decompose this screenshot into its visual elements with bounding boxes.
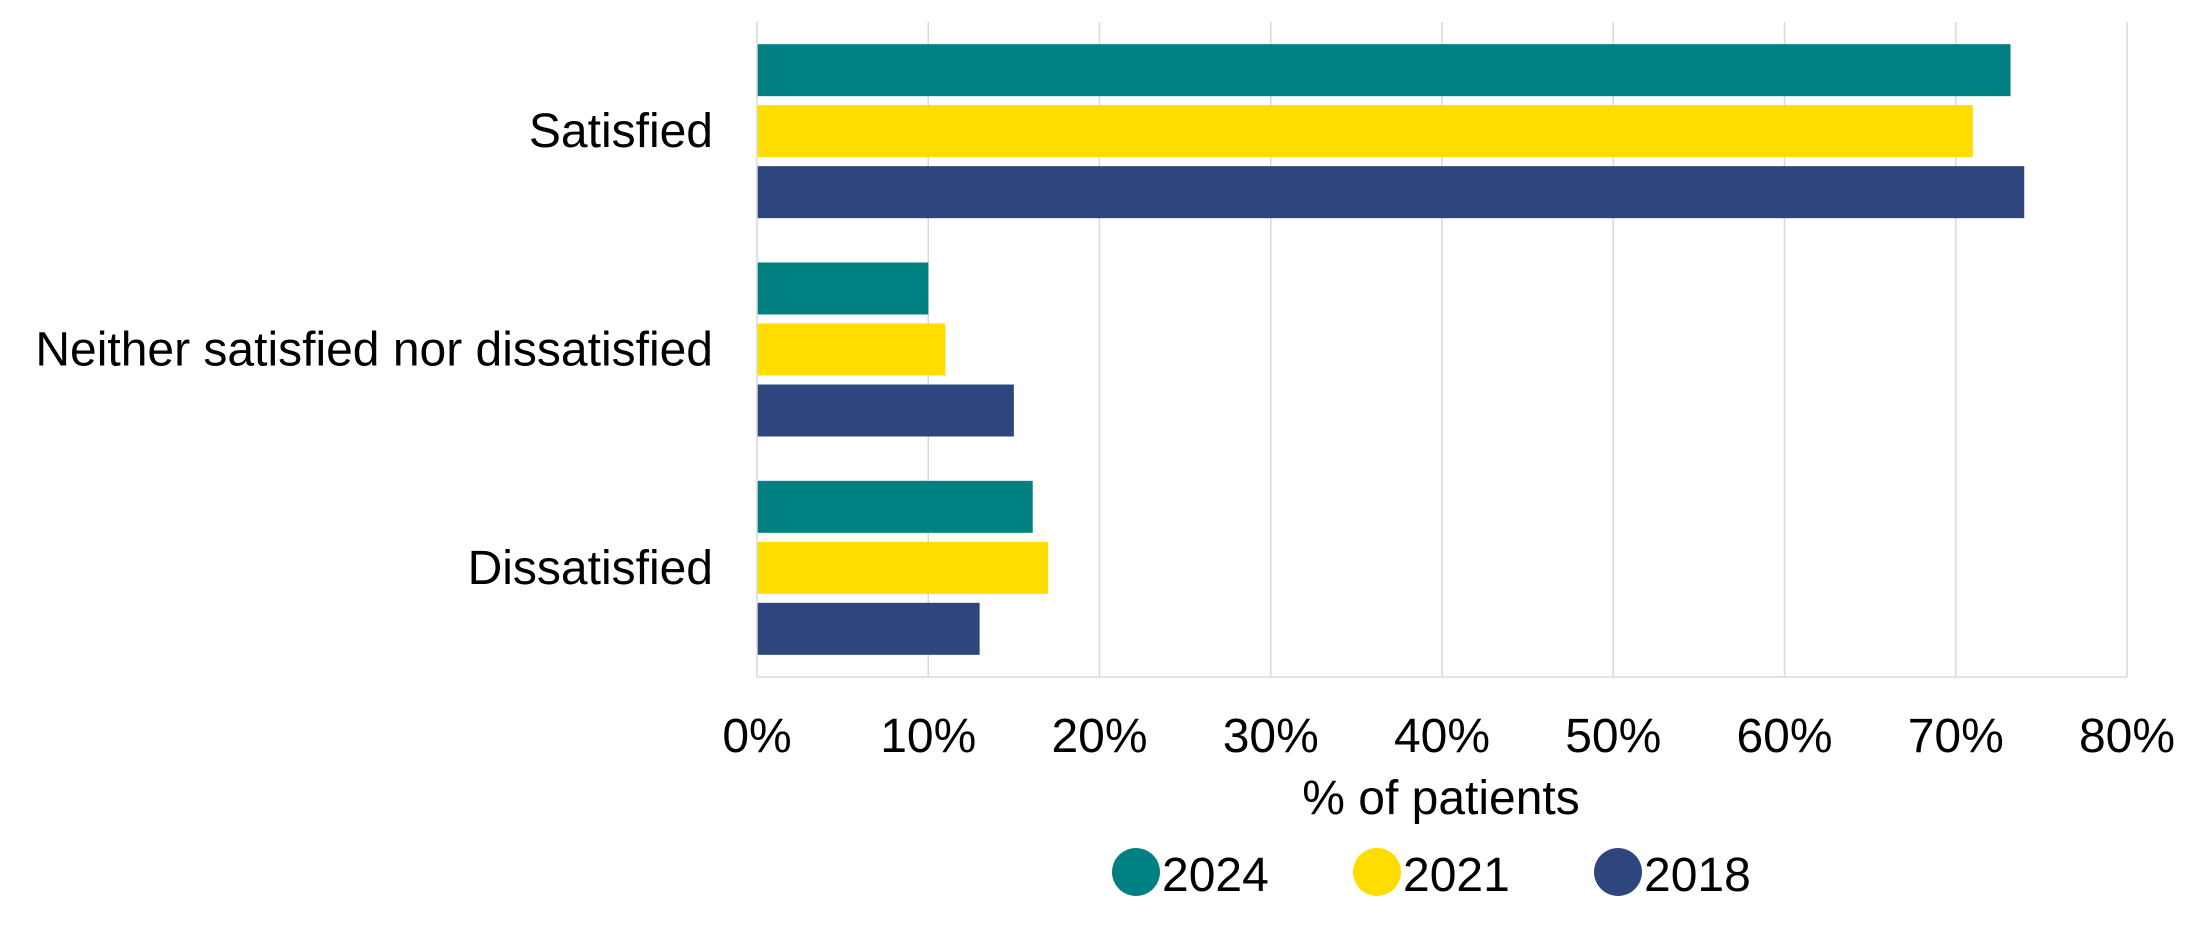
x-tick-label: 70% <box>1908 710 2004 763</box>
bar-2024-dissatisfied <box>757 480 1033 533</box>
x-tick-label: 0% <box>722 710 791 763</box>
x-tick-label: 30% <box>1223 710 1319 763</box>
x-tick-label: 50% <box>1565 710 1661 763</box>
x-tick-label: 20% <box>1051 710 1147 763</box>
bar-2024-neither-satisfied-nor-dissatisfied <box>757 262 929 315</box>
x-tick-label: 80% <box>2079 710 2175 763</box>
x-tick-label: 10% <box>880 710 976 763</box>
category-label: Satisfied <box>529 105 713 158</box>
bar-2018-dissatisfied <box>757 602 980 655</box>
legend-label-2018: 2018 <box>1644 849 1751 902</box>
x-axis-title: % of patients <box>1302 772 1580 825</box>
category-label: Neither satisfied nor dissatisfied <box>35 324 713 377</box>
bar-2021-neither-satisfied-nor-dissatisfied <box>757 323 946 376</box>
legend: 2024 2021 2018 <box>1112 848 1751 902</box>
legend-marker-2018 <box>1594 848 1642 896</box>
bar-2018-neither-satisfied-nor-dissatisfied <box>757 384 1014 437</box>
legend-marker-2024 <box>1112 848 1160 896</box>
bars <box>757 44 2025 655</box>
axes <box>756 22 2127 678</box>
x-tick-labels: 0% 10% 20% 30% 40% 50% 60% 70% 80% <box>722 710 2175 763</box>
category-labels: Satisfied Neither satisfied nor dissatisf… <box>35 105 713 595</box>
legend-marker-2021 <box>1353 848 1401 896</box>
bar-2018-satisfied <box>757 166 2025 219</box>
x-tick-label: 60% <box>1736 710 1832 763</box>
bar-2021-dissatisfied <box>757 541 1049 594</box>
legend-label-2024: 2024 <box>1162 849 1269 902</box>
legend-label-2021: 2021 <box>1403 849 1510 902</box>
bar-2024-satisfied <box>757 44 2011 97</box>
category-label: Dissatisfied <box>468 542 713 595</box>
x-tick-label: 40% <box>1394 710 1490 763</box>
bar-2021-satisfied <box>757 105 1973 158</box>
